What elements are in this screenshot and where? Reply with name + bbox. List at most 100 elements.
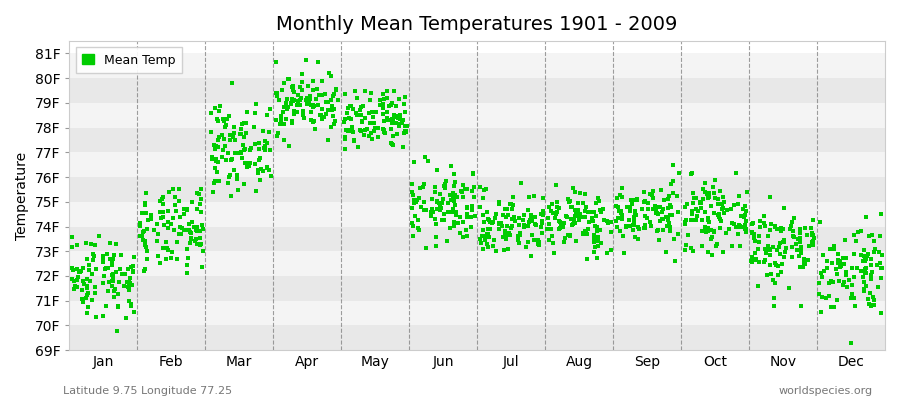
Point [339,127,354,133]
Point [392,112,407,118]
Point [651,227,665,234]
Point [400,123,414,129]
Point [355,119,369,126]
Point [353,127,367,133]
Point [531,237,545,243]
Point [133,223,148,229]
Point [215,154,230,160]
Point [720,207,734,213]
Point [430,166,445,173]
Point [698,209,712,216]
Point [299,97,313,104]
Point [616,233,630,239]
Point [309,96,323,102]
Point [715,201,729,207]
Point [587,249,601,255]
Point [192,191,206,198]
Point [385,116,400,122]
Point [210,169,224,176]
Point [519,244,534,250]
Point [512,240,526,247]
Point [312,112,327,118]
Point [491,199,506,205]
Point [208,146,222,152]
Point [826,246,841,252]
Point [306,102,320,108]
Point [778,245,793,252]
Point [177,206,192,213]
Point [238,146,253,152]
Point [843,294,858,301]
Point [284,118,299,124]
Point [76,265,91,271]
Point [392,121,406,127]
Point [433,204,447,210]
Point [708,177,723,183]
Point [770,272,785,278]
Point [244,145,258,151]
Point [138,200,152,206]
Point [777,254,791,260]
Point [384,126,399,133]
Point [277,104,292,110]
Point [662,220,676,226]
Point [715,206,729,212]
Point [429,198,444,204]
Point [451,220,465,227]
Point [138,266,152,272]
Point [81,304,95,310]
Point [518,222,532,228]
Point [67,285,81,292]
Point [432,191,446,197]
Point [833,258,848,264]
Point [830,271,844,277]
Point [661,215,675,222]
Point [328,118,342,124]
Point [237,134,251,140]
Point [79,282,94,289]
Point [858,266,872,272]
Point [596,205,610,212]
Point [139,190,153,196]
Point [299,57,313,64]
Point [105,271,120,277]
Point [579,228,593,235]
Point [864,256,878,262]
Point [135,210,149,216]
Point [123,264,138,271]
Point [239,130,254,136]
Point [227,130,241,136]
Point [610,195,625,202]
Point [421,158,436,164]
Point [511,222,526,229]
Point [631,236,645,242]
Point [666,190,680,196]
Point [770,247,784,254]
Point [216,136,230,142]
Point [549,211,563,217]
Point [737,212,751,218]
Text: Latitude 9.75 Longitude 77.25: Latitude 9.75 Longitude 77.25 [63,386,232,396]
Point [668,258,682,264]
Point [666,162,680,168]
Point [660,223,674,230]
Point [776,239,790,246]
Point [588,244,602,250]
Point [478,237,492,243]
Point [637,221,652,228]
Point [307,118,321,124]
Point [554,222,569,228]
Point [160,247,175,254]
Point [775,260,789,267]
Point [768,260,782,266]
Point [280,96,294,102]
Point [180,270,194,276]
Point [75,286,89,293]
Point [856,274,870,280]
Point [562,199,576,205]
Point [757,259,771,265]
Point [863,303,878,310]
Point [257,138,272,144]
Point [788,214,802,221]
Point [125,282,140,288]
